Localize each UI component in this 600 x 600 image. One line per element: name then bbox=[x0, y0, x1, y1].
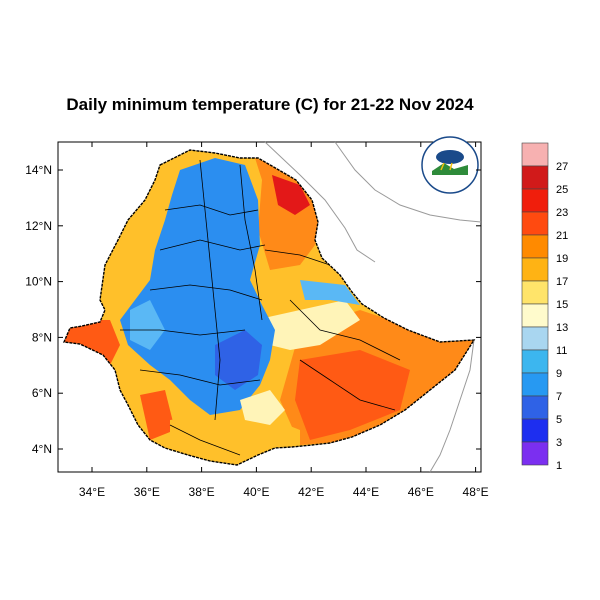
colorbar-swatch bbox=[521, 165, 549, 190]
colorbar-swatch bbox=[521, 142, 549, 167]
colorbar-label: 9 bbox=[556, 368, 562, 380]
temperature-colorbar: 27 25 23 21 19 17 15 13 11 9 7 5 3 1 bbox=[521, 142, 568, 472]
lon-tick-label: 38°E bbox=[189, 485, 215, 499]
lat-tick-label: 14°N bbox=[25, 163, 52, 177]
lon-tick-label: 40°E bbox=[243, 485, 269, 499]
colorbar-label: 3 bbox=[556, 437, 562, 449]
lat-tick-label: 6°N bbox=[32, 386, 52, 400]
mild-south bbox=[240, 390, 285, 425]
extreme-zone-afar bbox=[272, 175, 310, 215]
colorbar-label: 13 bbox=[556, 322, 568, 334]
mild-band-east bbox=[300, 280, 360, 305]
colorbar-swatch bbox=[521, 372, 549, 397]
colorbar-swatch bbox=[521, 395, 549, 420]
ethiopia-outline bbox=[62, 149, 476, 466]
lon-tick-label: 34°E bbox=[79, 485, 105, 499]
ethiopian-meteorology-institute-logo bbox=[421, 136, 479, 194]
colorbar-swatch bbox=[521, 188, 549, 213]
lon-tick-label: 44°E bbox=[353, 485, 379, 499]
longitude-axis: 34°E 36°E 38°E 40°E 42°E 44°E 46°E 48°E bbox=[79, 142, 489, 499]
colorbar-label: 17 bbox=[556, 276, 568, 288]
colorbar-swatch bbox=[521, 418, 549, 443]
colorbar-swatch bbox=[521, 441, 549, 466]
map-title: Daily minimum temperature (C) for 21-22 … bbox=[66, 95, 474, 114]
colorbar-swatch bbox=[521, 234, 549, 259]
lat-tick-label: 10°N bbox=[25, 275, 52, 289]
arabian-coast bbox=[334, 141, 482, 223]
lat-tick-label: 12°N bbox=[25, 219, 52, 233]
hot-zone-west bbox=[64, 320, 120, 365]
colorbar-label: 11 bbox=[556, 345, 567, 357]
lat-tick-label: 8°N bbox=[32, 330, 52, 344]
colorbar-label: 15 bbox=[556, 299, 568, 311]
colorbar-label: 21 bbox=[556, 230, 568, 242]
colorbar-swatch bbox=[521, 211, 549, 236]
admin-boundaries bbox=[120, 159, 401, 456]
lat-tick-label: 4°N bbox=[32, 442, 52, 456]
colorbar-swatch bbox=[521, 280, 549, 305]
red-sea-coast bbox=[264, 141, 376, 263]
colorbar-label: 23 bbox=[556, 207, 568, 219]
colorbar-label: 27 bbox=[556, 161, 568, 173]
lon-tick-label: 46°E bbox=[408, 485, 434, 499]
cold-core bbox=[215, 330, 262, 390]
somalia-coast bbox=[429, 339, 475, 473]
lon-tick-label: 42°E bbox=[298, 485, 324, 499]
colorbar-label: 1 bbox=[556, 460, 562, 472]
colorbar-label: 25 bbox=[556, 184, 568, 196]
colorbar-swatch bbox=[521, 326, 549, 351]
colorbar-swatch bbox=[521, 349, 549, 374]
colorbar-label: 5 bbox=[556, 414, 562, 426]
hot-zone-southwest bbox=[140, 390, 175, 440]
mild-band bbox=[255, 300, 360, 350]
lon-tick-label: 48°E bbox=[463, 485, 489, 499]
lon-tick-label: 36°E bbox=[134, 485, 160, 499]
latitude-axis: 14°N 12°N 10°N 8°N 6°N 4°N bbox=[25, 163, 481, 456]
colorbar-swatch bbox=[521, 257, 549, 282]
cool-highlands-edge bbox=[130, 300, 165, 350]
colorbar-swatch bbox=[521, 303, 549, 328]
colorbar-label: 19 bbox=[556, 253, 568, 265]
colorbar-label: 7 bbox=[556, 391, 562, 403]
